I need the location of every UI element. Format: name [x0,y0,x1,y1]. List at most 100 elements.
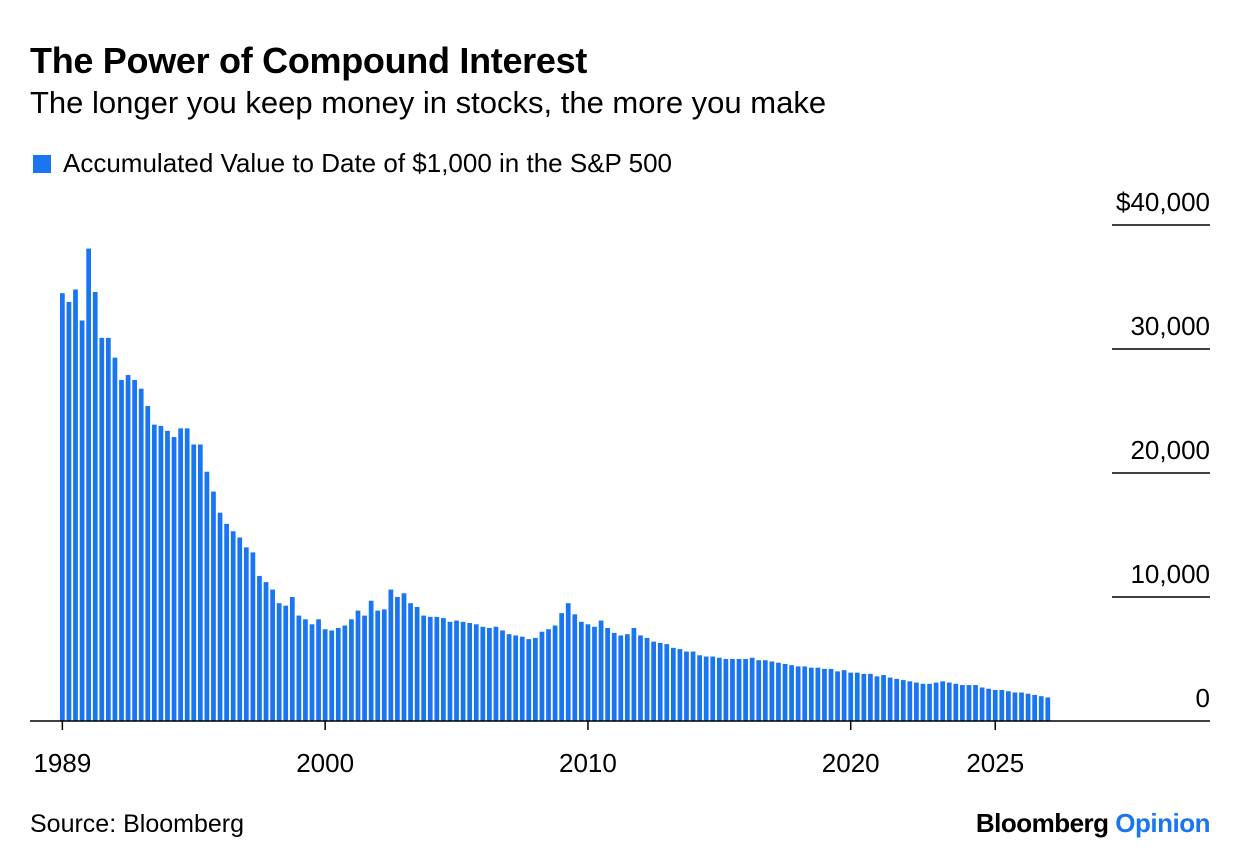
bar [197,444,203,721]
bar [697,655,702,721]
bar [86,248,92,721]
bar [1025,693,1031,721]
y-tick-label: $40,000 [1116,187,1210,217]
bar [441,618,446,721]
bar [119,380,124,721]
bar [421,615,427,721]
bar [480,626,486,721]
bar [828,668,834,721]
bar [585,624,591,721]
bar [638,635,643,721]
bar [375,610,381,721]
bar [112,357,118,721]
bar [125,375,131,721]
bar [460,621,466,721]
x-tick-label: 1989 [33,748,91,778]
source-note: Source: Bloomberg [30,810,245,838]
bar [973,685,978,721]
bar [618,635,624,721]
x-tick-label: 2010 [559,748,617,778]
bar [572,614,578,721]
brand-accent: Opinion [1115,808,1210,838]
bar [467,623,473,721]
bar [592,626,597,721]
bar [835,671,840,721]
bar [611,632,617,721]
bar [138,388,144,721]
bar [500,630,505,721]
x-tick-label: 2025 [966,748,1024,778]
bar [250,552,256,721]
bar [217,512,223,721]
bar [933,682,939,721]
bar [414,606,420,721]
bar [953,683,959,721]
bar [756,660,762,721]
bar [447,621,453,721]
bar [395,597,400,721]
bar [874,676,880,721]
bar [381,609,387,721]
bar [362,615,367,721]
bar [230,531,236,721]
bar [401,593,407,721]
bar [789,665,794,721]
bar [224,523,229,721]
bar [960,685,965,721]
bar [303,619,308,721]
bar [73,289,78,721]
bar [762,660,768,721]
bar [894,678,900,721]
bar [296,615,302,721]
bar [914,682,919,721]
y-tick-label: 30,000 [1130,311,1210,341]
bar [533,637,538,721]
bar [999,690,1005,721]
bar [782,663,788,721]
bar [526,639,532,721]
bar [355,610,361,721]
legend: Accumulated Value to Date of $1,000 in t… [33,148,672,179]
bar [263,582,269,721]
bar [342,625,348,721]
bar [316,619,321,721]
bar [158,425,164,721]
bar [578,621,584,721]
bar [178,428,183,721]
bar [349,619,354,721]
bar [841,670,847,721]
bar [992,690,998,721]
bar [743,659,748,721]
bar [513,635,519,721]
bar [1012,692,1018,721]
bar [99,337,105,721]
bar [684,651,689,721]
bar [822,668,827,721]
bar [132,380,137,721]
bar [1032,694,1038,721]
bar [1019,692,1024,721]
bar [519,636,525,721]
bar [861,673,867,721]
x-tick-label: 2000 [296,748,354,778]
bar [237,537,243,721]
bar [211,491,216,721]
bar [769,661,775,721]
bar [79,320,85,721]
bar [887,677,893,721]
bar [191,444,197,721]
bar [730,659,735,721]
bar [329,630,335,721]
brand-main: Bloomberg [975,808,1109,838]
bar [92,291,98,721]
bar [815,667,821,721]
bar [716,657,722,721]
bar [1045,697,1051,721]
bar [966,685,972,721]
bar [270,589,275,721]
y-tick-label: 10,000 [1130,559,1210,589]
bar [1006,691,1011,721]
x-tick-label: 2020 [822,748,880,778]
bar [1038,696,1044,721]
